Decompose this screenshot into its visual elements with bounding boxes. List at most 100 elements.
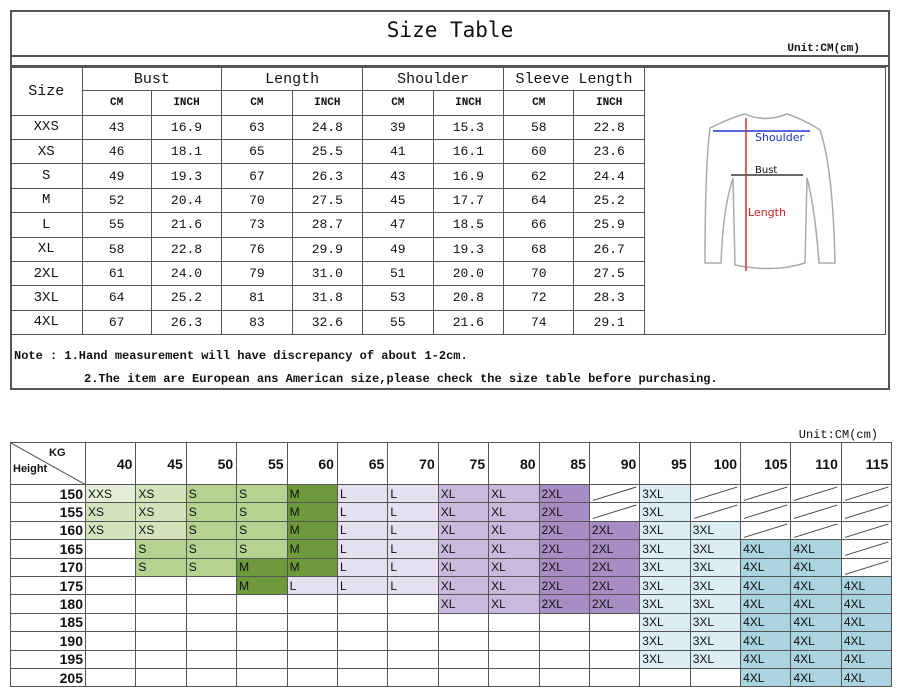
table-row: 150 XXS XS S S M L L XL XL 2XL 3XL (10, 483, 893, 504)
empty-cell (185, 631, 238, 651)
measure-cell: 25.9 (573, 212, 645, 238)
unit-header: INCH (573, 90, 645, 116)
size-cell: M (236, 557, 288, 577)
size-cell: 4XL (740, 539, 792, 559)
size-cell: S (236, 502, 288, 522)
measure-cell: 46 (81, 139, 152, 165)
size-cell: 4XL (840, 575, 893, 596)
size-cell: 3XL (639, 483, 691, 504)
measure-cell: 58 (81, 236, 152, 262)
table-row: 170 S S M M L L XL XL 2XL 2XL 3XL 3XL 4XL 4XL (10, 557, 893, 577)
size-cell: 3XL (689, 575, 742, 596)
size-cell: 3XL (689, 631, 742, 651)
empty-cell (689, 667, 742, 688)
table-row: XL 58 22.8 76 29.9 49 19.3 68 26.7 (10, 236, 886, 262)
measure-cell: 55 (362, 309, 434, 336)
empty-cell (236, 612, 288, 633)
empty-cell (84, 612, 137, 633)
weight-header: 40 (84, 442, 137, 485)
size-cell: M (286, 520, 338, 541)
measure-cell: 63 (221, 114, 293, 141)
not-available-cell (840, 539, 893, 559)
empty-cell (84, 557, 137, 577)
group-header-row: Size Bust Length Shoulder Sleeve Length Shou… (10, 66, 887, 335)
note-2: 2.The item are European ans American siz… (84, 372, 718, 386)
empty-cell (387, 594, 439, 614)
measure-cell: 53 (362, 285, 434, 311)
size-cell: S (185, 539, 238, 559)
size-cell: L (387, 520, 439, 541)
size-cell: 4XL (10, 309, 83, 336)
size-cell: L (10, 212, 83, 238)
weight-header: 100 (689, 442, 742, 485)
size-cell: 3XL (639, 502, 691, 522)
measure-cell: 79 (221, 260, 293, 287)
not-available-cell (740, 483, 792, 504)
height-header: 155 (10, 502, 86, 522)
weight-header: 75 (437, 442, 490, 485)
measure-cell: 26.3 (291, 163, 364, 189)
measure-cell: 27.5 (573, 260, 645, 287)
not-available-cell (588, 483, 641, 504)
size-cell: XS (10, 139, 83, 165)
empty-cell (185, 594, 238, 614)
measure-cell: 18.5 (432, 212, 505, 238)
measure-cell: 58 (503, 114, 575, 141)
size-cell: 3XL (689, 612, 742, 633)
table-row: 195 3XL 3XL 4XL 4XL 4XL (10, 649, 893, 669)
table-row: 4XL 67 26.3 83 32.6 55 21.6 74 29.1 (10, 309, 886, 336)
measure-cell: 72 (503, 285, 575, 311)
size-cell: 4XL (790, 612, 842, 633)
size-cell: 3XL (689, 539, 742, 559)
measure-cell: 32.6 (291, 309, 364, 336)
not-available-cell (790, 483, 842, 504)
weight-header: 105 (740, 442, 792, 485)
size-cell: S (185, 557, 238, 577)
group-header: Shoulder (362, 66, 505, 92)
measure-cell: 25.2 (150, 285, 223, 311)
empty-cell (387, 612, 439, 633)
unit-header: CM (362, 90, 434, 116)
empty-cell (135, 612, 187, 633)
weight-header: 85 (538, 442, 590, 485)
size-cell: XS (135, 483, 187, 504)
size-cell: L (336, 575, 389, 596)
measure-cell: 62 (503, 163, 575, 189)
size-cell: 2XL (588, 594, 641, 614)
measure-cell: 26.3 (150, 309, 223, 336)
measure-cell: 47 (362, 212, 434, 238)
note-1: Note : 1.Hand measurement will have disc… (14, 349, 468, 363)
size-cell: 4XL (840, 631, 893, 651)
size-cell: 2XL (588, 557, 641, 577)
table-row: 180 XL XL 2XL 2XL 3XL 3XL 4XL 4XL 4XL (10, 594, 893, 614)
empty-cell (286, 649, 338, 669)
measure-cell: 51 (362, 260, 434, 287)
not-available-cell (790, 502, 842, 522)
unit-header: CM (503, 90, 575, 116)
size-cell: 4XL (740, 649, 792, 669)
unit-label: Unit:CM(cm) (798, 428, 878, 442)
size-cell: S (185, 520, 238, 541)
empty-cell (488, 612, 540, 633)
measure-cell: 20.4 (150, 187, 223, 214)
size-cell: XL (437, 594, 490, 614)
size-cell: 4XL (740, 594, 792, 614)
unit-header: CM (81, 90, 152, 116)
table-row: XXS 43 16.9 63 24.8 39 15.3 58 22.8 (10, 114, 886, 141)
size-cell: S (236, 483, 288, 504)
table-row: 190 3XL 3XL 4XL 4XL 4XL (10, 631, 893, 651)
weight-header: 55 (236, 442, 288, 485)
size-cell: 3XL (639, 557, 691, 577)
size-cell: 3XL (689, 520, 742, 541)
bust-label: Bust (755, 165, 777, 176)
size-cell: 2XL (588, 520, 641, 541)
empty-cell (185, 612, 238, 633)
size-cell: XL (437, 483, 490, 504)
empty-cell (286, 594, 338, 614)
empty-cell (135, 631, 187, 651)
measure-cell: 81 (221, 285, 293, 311)
measure-cell: 16.1 (432, 139, 505, 165)
size-cell: 4XL (790, 539, 842, 559)
measure-cell: 66 (503, 212, 575, 238)
size-cell: 2XL (538, 575, 590, 596)
